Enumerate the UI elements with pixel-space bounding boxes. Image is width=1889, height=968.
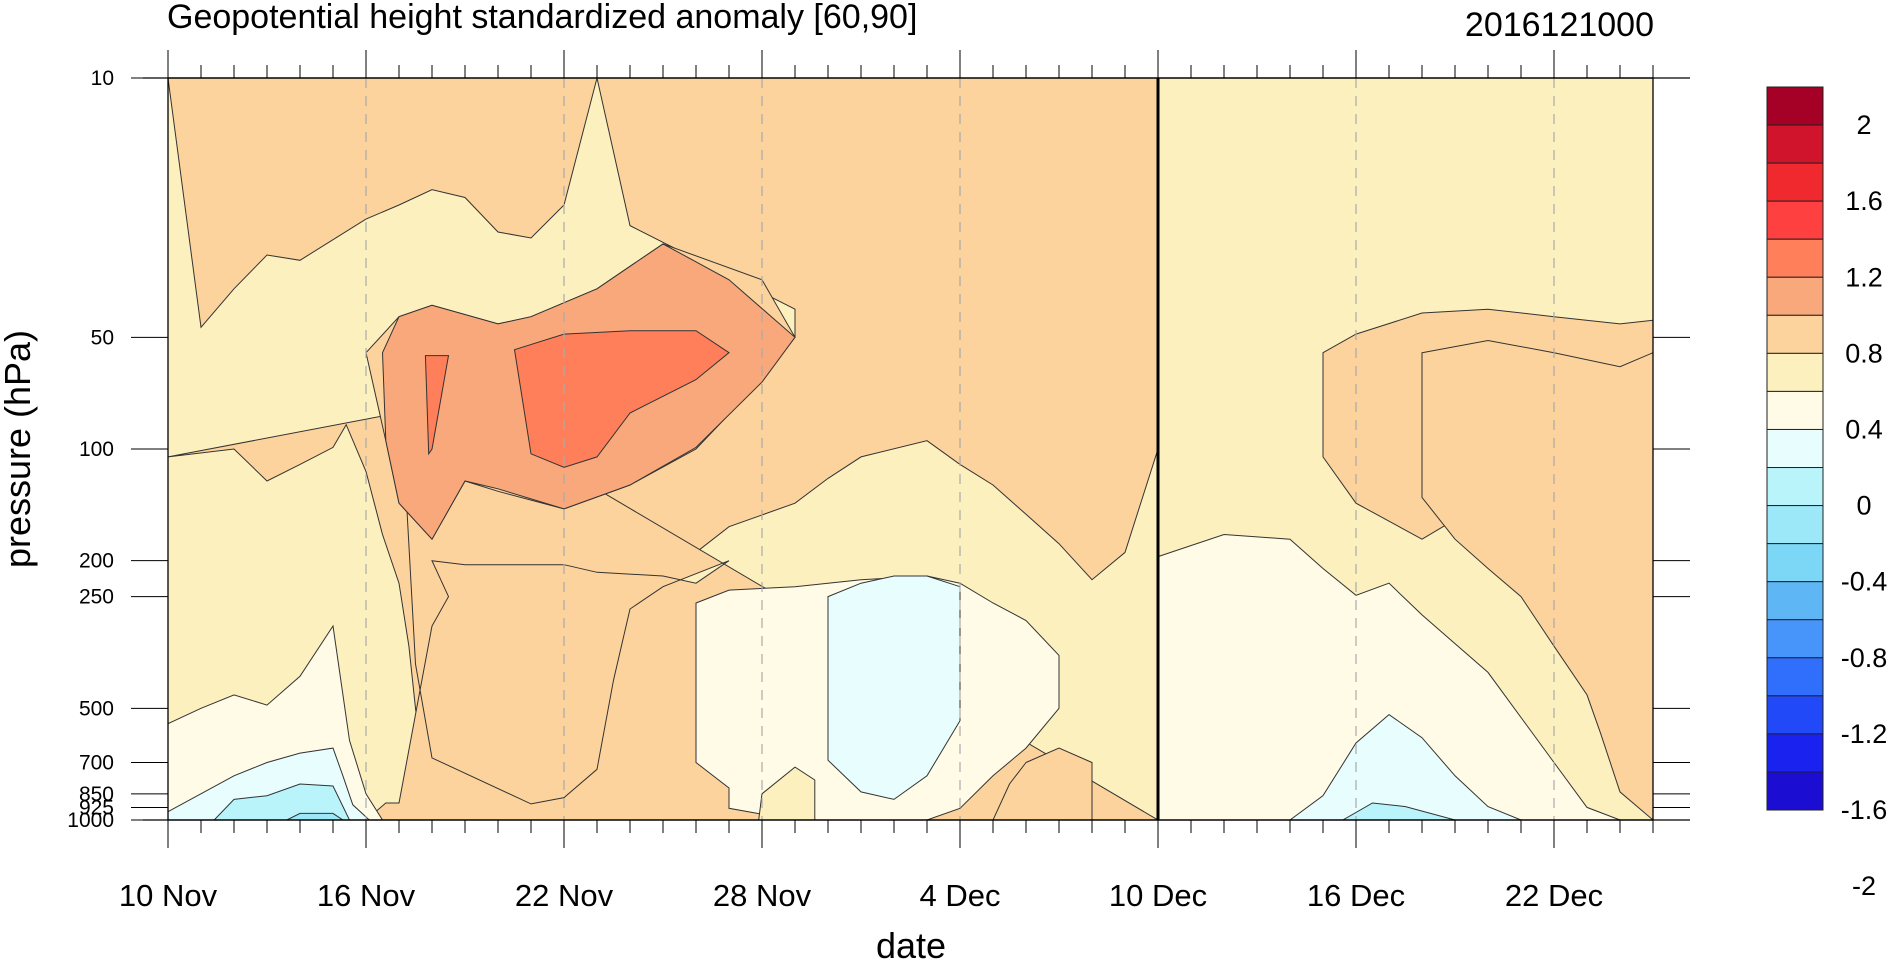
colorbar-swatch-6	[1766, 314, 1824, 354]
contour-region-11	[992, 747, 1093, 820]
date-stamp: 2016121000	[1465, 6, 1654, 44]
contour-region-10	[1421, 339, 1653, 820]
colorbar-label-2: 1.2	[1845, 262, 1883, 292]
colorbar-label-0: 2	[1856, 110, 1871, 140]
y-tick-label-8: 925	[79, 796, 114, 819]
colorbar-swatch-3	[1766, 200, 1824, 240]
colorbar-label-7: -0.8	[1841, 643, 1888, 673]
colorbar-label-8: -1.2	[1841, 719, 1888, 749]
y-tick-label-3: 200	[79, 550, 114, 573]
colorbar-swatch-1	[1766, 124, 1824, 164]
contour-region-20	[1341, 802, 1456, 820]
y-tick-label-5: 500	[79, 697, 114, 720]
contour-region-17	[213, 783, 351, 820]
colorbar-swatch-8	[1766, 390, 1824, 430]
colorbar-swatch-9	[1766, 428, 1824, 469]
y-tick-label-0: 10	[91, 67, 114, 90]
colorbar-label-4: 0.4	[1845, 414, 1883, 444]
contour-region-7	[513, 330, 730, 468]
y-tick-label-7: 850	[79, 783, 114, 806]
colorbar-swatch-2	[1766, 162, 1824, 202]
contour-region-14	[758, 766, 816, 820]
colorbar-swatch-0	[1766, 86, 1824, 126]
x-axis-label: date	[876, 925, 946, 963]
x-tick-label-7: 22 Dec	[1505, 878, 1603, 913]
y-tick-label-4: 250	[79, 586, 114, 609]
contour-region-18	[286, 812, 344, 820]
colorbar-swatch-16	[1766, 695, 1824, 735]
colorbar-label-5: 0	[1856, 491, 1871, 521]
x-tick-label-4: 4 Dec	[920, 878, 1001, 913]
chart-title: Geopotential height standardized anomaly…	[167, 0, 917, 36]
x-tick-label-6: 16 Dec	[1307, 878, 1405, 913]
contour-region-15	[827, 575, 961, 800]
colorbar-swatch-11	[1766, 505, 1824, 545]
colorbar-swatch-4	[1766, 238, 1824, 278]
y-tick-label-9: 1000	[67, 809, 114, 832]
colorbar-swatch-18	[1766, 771, 1824, 811]
colorbar-label-10: -2	[1852, 871, 1876, 901]
contour-region-2	[168, 78, 598, 329]
contour-region-1	[1157, 533, 1621, 820]
colorbar-label-3: 0.8	[1845, 338, 1883, 368]
colorbar-swatch-14	[1766, 619, 1824, 659]
x-axis: 10 Nov 16 Nov 22 Nov 28 Nov 4 Dec 10 Dec 16 De…	[119, 50, 1690, 913]
colorbar-label-1: 1.6	[1845, 186, 1883, 216]
colorbar: 2 1.6 1.2 0.8 0.4 0 -0.4 -0.8 -1.2 -1.6 -2	[1766, 86, 1888, 901]
x-tick-label-5: 10 Dec	[1109, 878, 1207, 913]
y-axis-label: pressure (hPa)	[0, 330, 38, 568]
colorbar-swatch-10	[1766, 467, 1824, 507]
y-tick-label-6: 700	[79, 752, 114, 775]
contour-region-8	[424, 355, 450, 456]
x-tick-label-0: 10 Nov	[119, 878, 218, 913]
colorbar-swatch-17	[1766, 733, 1824, 773]
x-tick-label-3: 28 Nov	[713, 878, 812, 913]
colorbar-label-6: -0.4	[1841, 567, 1888, 597]
y-tick-label-2: 100	[79, 438, 114, 461]
x-tick-label-1: 16 Nov	[317, 878, 416, 913]
colorbar-label-9: -1.6	[1841, 795, 1888, 825]
colorbar-swatch-15	[1766, 657, 1824, 697]
contour-regions	[168, 78, 1653, 820]
colorbar-swatch-5	[1766, 276, 1824, 316]
y-tick-label-1: 50	[91, 326, 114, 349]
colorbar-swatch-13	[1766, 581, 1824, 621]
contour-region-19	[1289, 713, 1522, 820]
colorbar-swatch-12	[1766, 543, 1824, 583]
colorbar-swatch-7	[1766, 352, 1824, 392]
x-tick-label-2: 22 Nov	[515, 878, 614, 913]
